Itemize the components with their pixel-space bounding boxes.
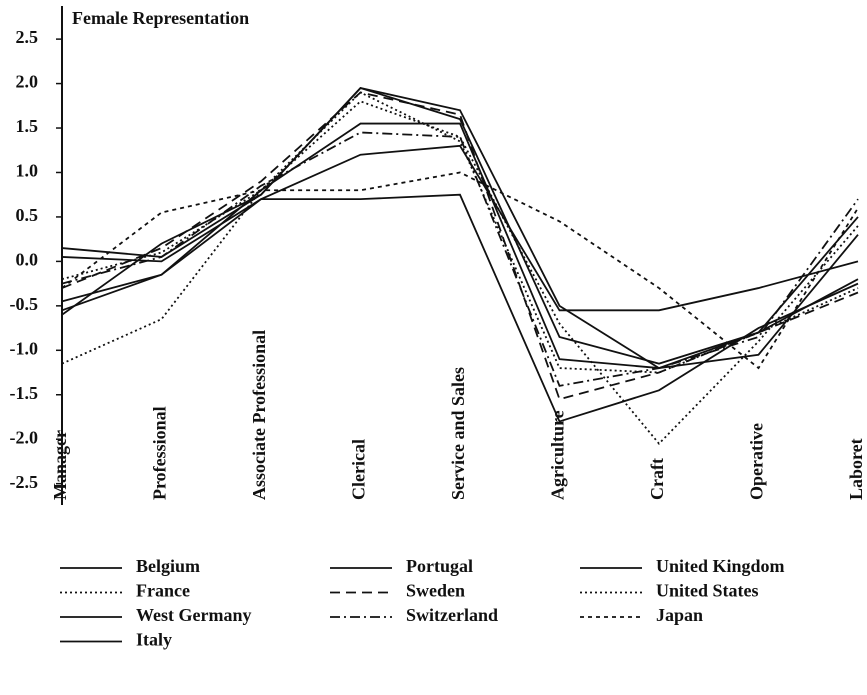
y-tick-label: -1.0 xyxy=(10,338,39,358)
y-tick-label: -2.5 xyxy=(10,472,39,492)
x-tick-label: Service and Sales xyxy=(448,367,468,500)
y-tick-label: 2.0 xyxy=(16,72,39,92)
x-tick-label: Agriculture xyxy=(548,410,568,500)
series-line xyxy=(61,87,859,370)
x-tick-label: Craft xyxy=(647,458,667,500)
series-line xyxy=(61,171,859,370)
x-tick-label: Laboret xyxy=(846,438,866,500)
y-tick-label: 1.5 xyxy=(16,116,39,136)
legend-label: United Kingdom xyxy=(656,556,785,576)
legend-label: France xyxy=(136,581,190,601)
series-line xyxy=(61,91,859,374)
series-line xyxy=(61,86,859,365)
x-tick-label: Manager xyxy=(50,430,70,500)
x-tick-label: Professional xyxy=(150,406,170,500)
y-tick-label: -1.5 xyxy=(10,383,39,403)
y-tick-label: -0.5 xyxy=(10,294,39,314)
series-line xyxy=(61,144,859,312)
legend-label: Portugal xyxy=(406,556,473,576)
x-tick-label: Operative xyxy=(747,423,767,500)
series-line xyxy=(61,122,859,369)
y-tick-label: 0.0 xyxy=(16,250,39,270)
legend-label: West Germany xyxy=(136,605,251,625)
legend-label: Japan xyxy=(656,605,703,625)
x-tick-label: Associate Professional xyxy=(249,330,269,500)
legend-label: Italy xyxy=(136,630,172,650)
legend-label: Switzerland xyxy=(406,605,498,625)
legend-label: Belgium xyxy=(136,556,200,576)
y-tick-label: 0.5 xyxy=(16,205,39,225)
y-tick-label: 2.5 xyxy=(16,27,39,47)
series-line xyxy=(61,91,859,401)
y-tick-label: -2.0 xyxy=(10,427,39,447)
legend-label: Sweden xyxy=(406,581,465,601)
series-line xyxy=(61,193,859,423)
x-tick-label: Clerical xyxy=(349,439,369,500)
y-tick-label: 1.0 xyxy=(16,161,39,181)
series-line xyxy=(61,131,859,387)
chart-title: Female Representation xyxy=(72,8,249,28)
legend-label: United States xyxy=(656,581,759,601)
